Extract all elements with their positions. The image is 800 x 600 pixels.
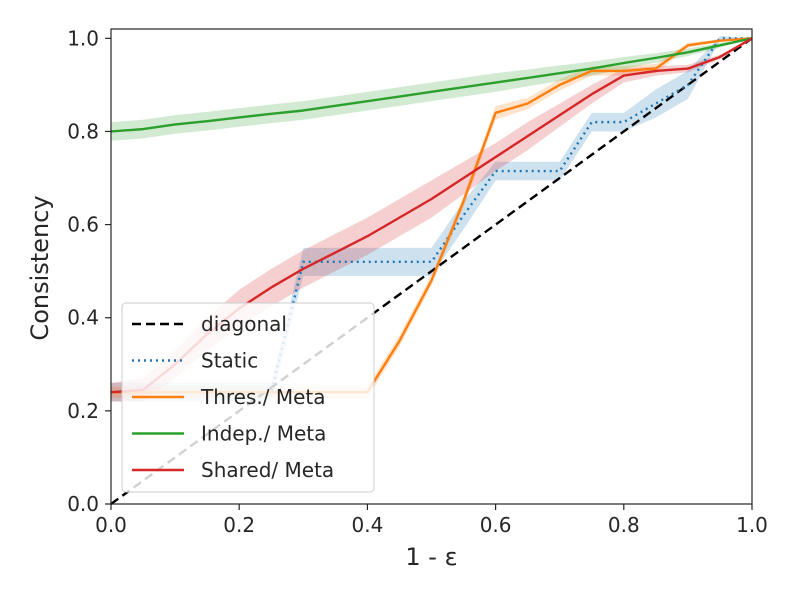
y-axis-label: Consistency	[26, 195, 54, 340]
y-tick-label: 0.0	[67, 492, 99, 516]
x-axis-ticks: 0.0 0.2 0.4 0.6 0.8 1.0	[95, 504, 768, 537]
y-tick-label: 0.8	[67, 119, 99, 143]
x-tick-label: 0.0	[95, 513, 127, 537]
x-tick-label: 0.2	[223, 513, 255, 537]
legend: diagonal Static Thres./ Meta Indep./ Meta Sh…	[121, 302, 375, 493]
x-tick-label: 0.8	[608, 513, 640, 537]
x-tick-label: 1.0	[736, 513, 768, 537]
band-static	[111, 35, 752, 402]
x-tick-label: 0.6	[480, 513, 512, 537]
series-line-indep-meta	[110, 37, 753, 133]
x-tick-label: 0.4	[351, 513, 383, 537]
band-indep-meta	[111, 38, 752, 141]
legend-label-thres-meta: Thres./ Meta	[200, 385, 326, 409]
legend-label-indep-meta: Indep./ Meta	[201, 422, 326, 446]
y-tick-label: 1.0	[67, 26, 99, 50]
y-tick-label: 0.4	[67, 306, 99, 330]
plot-frame	[110, 28, 753, 505]
y-axis-ticks: 0.0 0.2 0.4 0.6 0.8 1.0	[67, 26, 111, 516]
y-tick-label: 0.2	[67, 399, 99, 423]
legend-box	[121, 302, 375, 493]
legend-label-shared-meta: Shared/ Meta	[201, 458, 334, 482]
x-axis-label: 1 - ε	[405, 543, 457, 571]
y-tick-label: 0.6	[67, 213, 99, 237]
legend-label-diagonal: diagonal	[201, 312, 287, 336]
legend-label-static: Static	[201, 349, 258, 373]
